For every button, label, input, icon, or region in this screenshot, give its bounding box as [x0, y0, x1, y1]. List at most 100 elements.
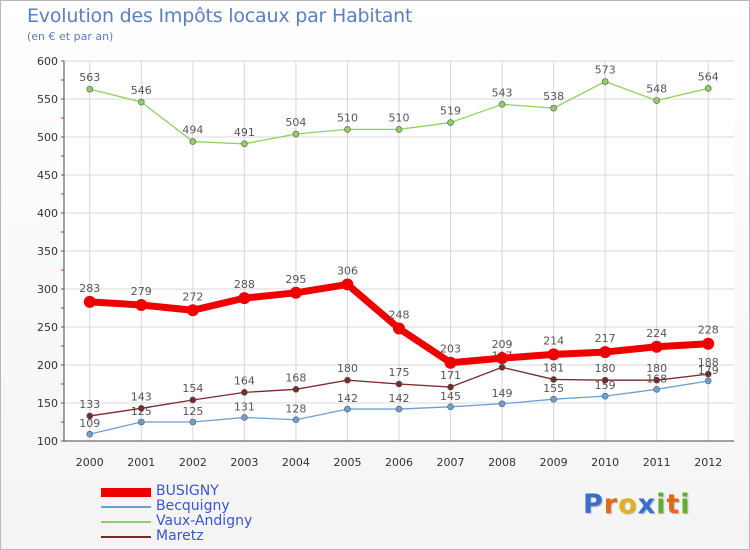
- data-label: 563: [79, 71, 100, 84]
- data-point: [547, 348, 560, 361]
- y-tick-label: 450: [37, 169, 58, 182]
- data-label: 494: [182, 124, 203, 137]
- y-tick-label: 100: [37, 435, 58, 448]
- data-point: [292, 130, 300, 138]
- logo-letter: i: [680, 489, 691, 520]
- data-point: [550, 376, 557, 383]
- x-tick-label: 2004: [282, 456, 310, 469]
- data-label: 510: [337, 111, 358, 124]
- y-tick-label: 150: [37, 397, 58, 410]
- data-point: [189, 396, 197, 404]
- logo-letter: t: [666, 489, 681, 520]
- data-label: 188: [698, 356, 719, 369]
- x-tick-label: 2009: [540, 456, 568, 469]
- legend-label: Becquigny: [156, 498, 230, 514]
- data-label: 279: [131, 285, 152, 298]
- data-label: 543: [492, 86, 513, 99]
- data-label: 125: [182, 405, 203, 418]
- chart-title: Evolution des Impôts locaux par Habitant: [27, 5, 413, 27]
- data-label: 228: [698, 324, 719, 337]
- data-label: 180: [646, 362, 667, 375]
- data-label: 564: [698, 70, 719, 83]
- x-tick-label: 2002: [179, 456, 207, 469]
- data-point: [550, 395, 557, 403]
- data-point: [86, 412, 94, 420]
- data-point: [135, 298, 148, 311]
- data-label: 164: [234, 374, 255, 387]
- proxiti-logo: Proxiti: [583, 489, 691, 520]
- x-tick-label: 2001: [127, 456, 155, 469]
- data-label: 224: [646, 327, 667, 340]
- data-point: [289, 286, 302, 299]
- data-label: 154: [182, 382, 203, 395]
- x-tick-label: 2005: [333, 456, 361, 469]
- data-label: 143: [131, 390, 152, 403]
- x-tick-label: 2007: [437, 456, 465, 469]
- data-point: [395, 405, 403, 413]
- data-point: [86, 85, 94, 93]
- data-label: 168: [285, 371, 306, 384]
- data-point: [704, 377, 712, 385]
- data-label: 142: [337, 392, 358, 405]
- data-point: [241, 389, 248, 396]
- data-point: [138, 405, 145, 412]
- data-point: [292, 386, 300, 393]
- y-tick-label: 200: [37, 359, 58, 372]
- data-label: 171: [440, 369, 461, 382]
- data-label: 306: [337, 264, 358, 277]
- data-label: 109: [79, 417, 100, 430]
- data-point: [241, 140, 248, 148]
- data-point: [186, 304, 199, 317]
- x-tick-label: 2003: [230, 456, 258, 469]
- y-tick-label: 350: [37, 245, 58, 258]
- data-label: 145: [440, 390, 461, 403]
- data-point: [498, 101, 506, 108]
- data-label: 573: [595, 64, 616, 77]
- data-label: 519: [440, 105, 461, 118]
- y-tick-label: 500: [37, 131, 58, 144]
- data-point: [189, 138, 197, 145]
- data-point: [653, 386, 660, 393]
- data-label: 155: [543, 382, 564, 395]
- legend-label: Vaux-Andigny: [156, 513, 253, 529]
- data-point: [653, 376, 660, 384]
- data-label: 209: [492, 338, 513, 351]
- data-point: [498, 400, 506, 408]
- data-point: [601, 376, 609, 384]
- y-tick-label: 300: [37, 283, 58, 296]
- data-point: [344, 376, 351, 384]
- data-point: [601, 392, 609, 400]
- logo-letter: i: [656, 489, 667, 520]
- data-label: 546: [131, 84, 152, 97]
- data-point: [601, 78, 609, 85]
- data-point: [189, 418, 197, 426]
- y-tick-label: 600: [37, 55, 58, 68]
- data-point: [292, 416, 300, 424]
- legend-swatch: [101, 506, 151, 508]
- data-point: [395, 380, 403, 388]
- legend-swatch: [101, 521, 151, 523]
- x-tick-label: 2012: [694, 456, 722, 469]
- logo-letter: o: [618, 489, 638, 520]
- data-label: 180: [337, 362, 358, 375]
- data-point: [550, 104, 557, 112]
- data-label: 504: [285, 116, 306, 129]
- data-point: [653, 97, 660, 104]
- data-label: 203: [440, 343, 461, 356]
- data-label: 175: [389, 366, 410, 379]
- data-point: [395, 126, 403, 133]
- x-tick-label: 2000: [76, 456, 104, 469]
- data-point: [444, 356, 457, 369]
- x-tick-label: 2006: [385, 456, 413, 469]
- data-label: 510: [389, 111, 410, 124]
- data-label: 128: [285, 403, 306, 416]
- data-label: 142: [389, 392, 410, 405]
- data-point: [704, 370, 712, 378]
- data-point: [344, 405, 351, 413]
- data-point: [138, 98, 145, 106]
- data-label: 159: [595, 379, 616, 392]
- data-point: [344, 126, 351, 133]
- legend-swatch: [101, 536, 151, 538]
- data-point: [238, 292, 251, 305]
